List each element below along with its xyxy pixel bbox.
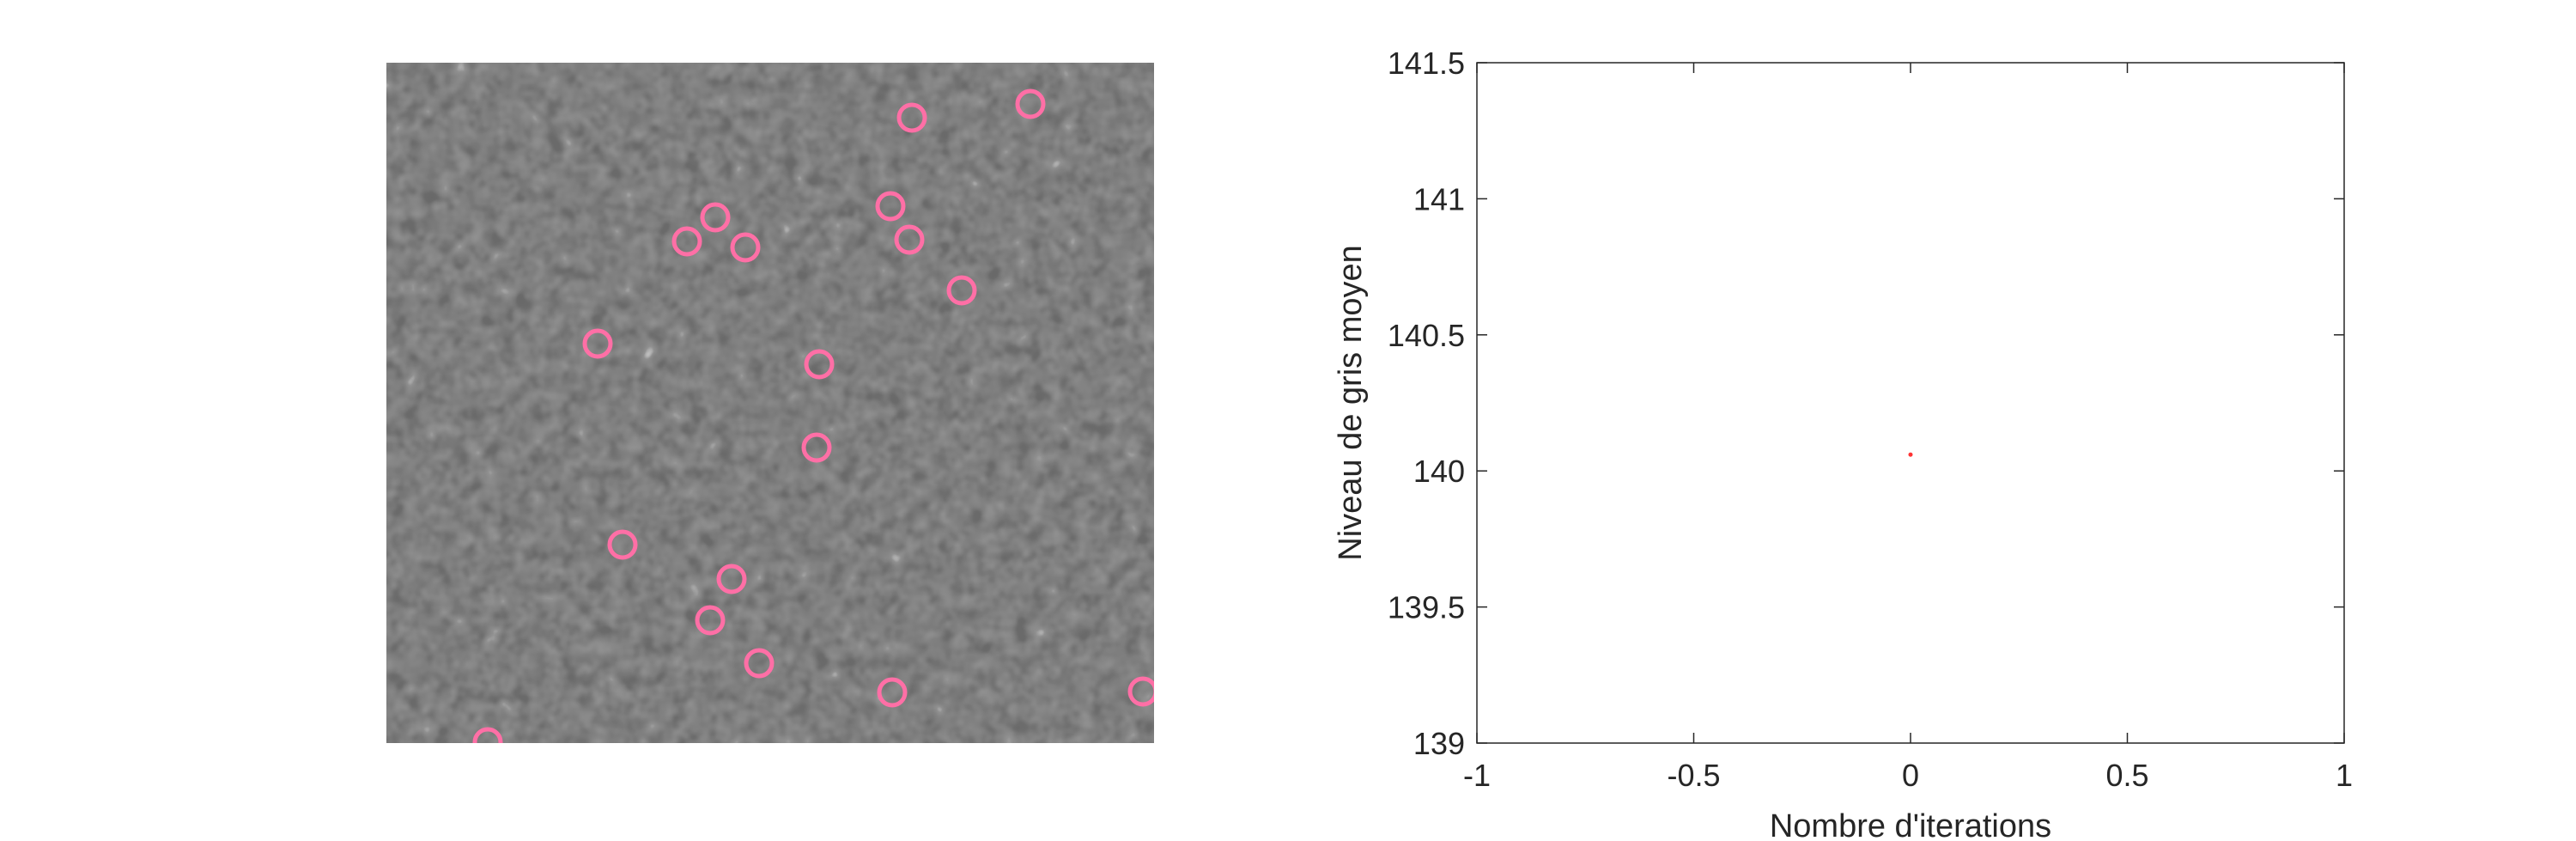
- y-tick-label: 140: [1413, 454, 1465, 489]
- cell-marker: [877, 677, 908, 708]
- x-tick-label: 1: [2336, 758, 2353, 793]
- cell-marker: [716, 564, 747, 594]
- y-axis-label: Niveau de gris moyen: [1333, 245, 1369, 561]
- x-axis-ticks: -1 -0.5 0 0.5 1: [1463, 63, 2353, 793]
- data-layer: [1908, 452, 1913, 457]
- y-tick-label: 139: [1413, 726, 1465, 761]
- plot-area: [1476, 62, 2345, 744]
- cell-marker: [695, 605, 726, 636]
- data-point: [1908, 452, 1913, 457]
- x-tick-label: -1: [1463, 758, 1491, 793]
- x-tick-label: -0.5: [1667, 758, 1720, 793]
- y-tick-label: 141: [1413, 181, 1465, 216]
- cell-marker: [1015, 88, 1046, 119]
- cell-marker: [607, 529, 638, 560]
- x-tick-label: 0: [1902, 758, 1919, 793]
- cell-marker: [1127, 676, 1154, 707]
- cell-marker: [582, 328, 613, 359]
- cell-marker: [801, 432, 832, 463]
- cell-marker: [804, 349, 835, 380]
- cell-marker: [472, 727, 503, 743]
- x-axis-label: Nombre d'iterations: [1770, 808, 2051, 841]
- x-tick-label: 0.5: [2105, 758, 2148, 793]
- cell-marker: [744, 648, 775, 679]
- image-texture: [386, 63, 1154, 743]
- y-tick-label: 139.5: [1388, 590, 1465, 625]
- cell-marker: [875, 191, 906, 222]
- marker-layer: [472, 88, 1154, 743]
- y-tick-label: 140.5: [1388, 318, 1465, 353]
- cell-marker: [896, 102, 927, 133]
- y-tick-label: 141.5: [1388, 46, 1465, 81]
- image-panel: [386, 63, 1154, 743]
- cell-marker: [946, 275, 977, 306]
- cell-marker: [730, 232, 761, 263]
- plot-panel: -1 -0.5 0 0.5 1 139 139.5 140 140.5 141 141.5 Nom…: [1333, 46, 2353, 841]
- cell-marker: [671, 226, 702, 257]
- cell-marker: [700, 202, 731, 233]
- y-axis-ticks: 139 139.5 140 140.5 141 141.5: [1388, 46, 2344, 761]
- cell-marker: [894, 224, 925, 255]
